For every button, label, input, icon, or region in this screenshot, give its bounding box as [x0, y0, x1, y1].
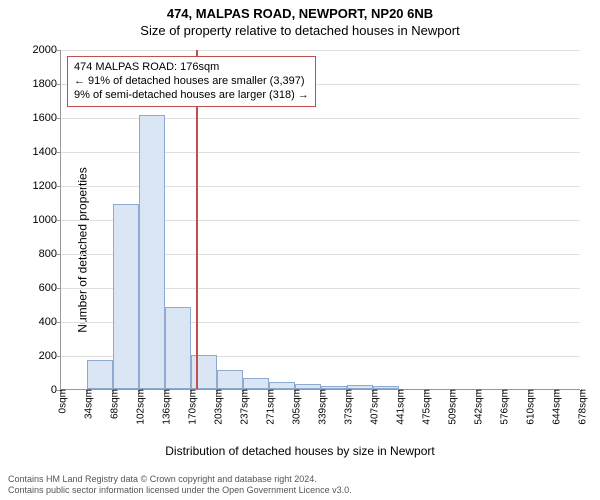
page-address-title: 474, MALPAS ROAD, NEWPORT, NP20 6NB [0, 0, 600, 21]
histogram-bar [87, 360, 113, 389]
xtick-label: 203sqm [210, 389, 225, 425]
xtick-label: 271sqm [262, 389, 277, 425]
callout-line-3: 9% of semi-detached houses are larger (3… [74, 89, 309, 103]
histogram-bar [321, 386, 347, 389]
footer-line-1: Contains HM Land Registry data © Crown c… [8, 474, 352, 485]
xtick-label: 678sqm [574, 389, 589, 425]
callout-line-2: ← 91% of detached houses are smaller (3,… [74, 75, 309, 89]
callout-line-1: 474 MALPAS ROAD: 176sqm [74, 61, 309, 75]
histogram-bar [269, 382, 295, 389]
ytick-label: 1400 [33, 146, 61, 158]
histogram-bar [217, 370, 243, 389]
histogram-bar [113, 204, 139, 389]
ytick-label: 200 [39, 350, 61, 362]
footer-line-2: Contains public sector information licen… [8, 485, 352, 496]
ytick-label: 1000 [33, 214, 61, 226]
histogram-bar [295, 384, 321, 389]
gridline-h [61, 50, 580, 51]
xtick-label: 305sqm [288, 389, 303, 425]
xtick-label: 34sqm [80, 389, 95, 419]
xtick-label: 644sqm [548, 389, 563, 425]
callout-box: 474 MALPAS ROAD: 176sqm ← 91% of detache… [67, 56, 316, 107]
xtick-label: 441sqm [392, 389, 407, 425]
ytick-label: 1200 [33, 180, 61, 192]
histogram-bar [373, 386, 399, 389]
xtick-label: 136sqm [158, 389, 173, 425]
ytick-label: 1800 [33, 78, 61, 90]
footer-attribution: Contains HM Land Registry data © Crown c… [8, 474, 352, 496]
xtick-label: 475sqm [418, 389, 433, 425]
chart-container: Number of detached properties 0200400600… [0, 40, 600, 460]
xtick-label: 610sqm [522, 389, 537, 425]
page-subtitle: Size of property relative to detached ho… [0, 21, 600, 38]
x-axis-label: Distribution of detached houses by size … [0, 444, 600, 458]
xtick-label: 542sqm [470, 389, 485, 425]
ytick-label: 1600 [33, 112, 61, 124]
plot-area: 02004006008001000120014001600180020000sq… [60, 50, 580, 390]
xtick-label: 373sqm [340, 389, 355, 425]
histogram-bar [347, 385, 373, 389]
xtick-label: 576sqm [496, 389, 511, 425]
xtick-label: 102sqm [132, 389, 147, 425]
histogram-bar [165, 307, 191, 389]
histogram-bar [139, 115, 165, 389]
ytick-label: 800 [39, 248, 61, 260]
ytick-label: 2000 [33, 44, 61, 56]
xtick-label: 68sqm [106, 389, 121, 419]
ytick-label: 600 [39, 282, 61, 294]
histogram-bar [243, 378, 269, 389]
histogram-bar [191, 355, 217, 389]
xtick-label: 237sqm [236, 389, 251, 425]
xtick-label: 509sqm [444, 389, 459, 425]
xtick-label: 0sqm [54, 389, 69, 413]
xtick-label: 339sqm [314, 389, 329, 425]
xtick-label: 170sqm [184, 389, 199, 425]
ytick-label: 400 [39, 316, 61, 328]
xtick-label: 407sqm [366, 389, 381, 425]
